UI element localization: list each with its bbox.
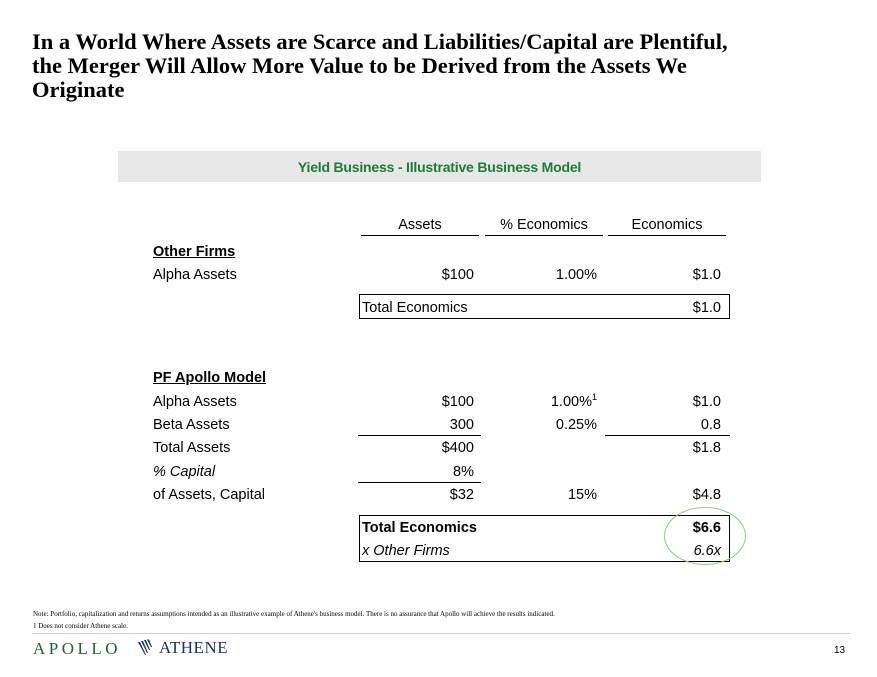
total-economics-label: Total Economics	[362, 520, 477, 536]
subtotal-line-capital	[358, 482, 481, 483]
title-line-3: Originate	[32, 77, 125, 102]
cell-assets: 8%	[453, 464, 474, 480]
band-title: Yield Business - Illustrative Business M…	[297, 158, 582, 175]
cell-pct-economics: 0.25%	[555, 417, 597, 433]
row-label-alpha-assets: Alpha Assets	[153, 267, 237, 283]
cell-assets: 300	[449, 417, 474, 433]
cell-assets: $100	[441, 394, 474, 410]
title-line-1: In a World Where Assets are Scarce and L…	[32, 29, 728, 54]
row-label-pct-capital: % Capital	[153, 464, 216, 480]
athene-logo: ATHENE	[137, 638, 228, 658]
total-economics-label: Total Economics	[362, 300, 468, 316]
row-label-total-assets: Total Assets	[153, 440, 231, 456]
column-header-economics: Economics	[608, 216, 726, 236]
page-number: 13	[834, 645, 846, 656]
footer-divider	[32, 633, 850, 634]
cell-assets: $32	[449, 487, 474, 503]
footnote-text: 1 Does not consider Athene scale.	[33, 622, 128, 630]
cell-economics: $1.8	[692, 440, 721, 456]
apollo-logo: APOLLO	[33, 639, 122, 658]
cell-economics: $4.8	[692, 487, 721, 503]
row-label-beta-assets: Beta Assets	[153, 417, 230, 433]
footnote-text: Note: Portfolio, capitalization and retu…	[33, 610, 555, 618]
cell-economics: $1.0	[692, 267, 721, 283]
page-title: In a World Where Assets are Scarce and L…	[32, 30, 862, 102]
cell-pct-economics: 1.00%	[555, 267, 597, 283]
cell-pct-economics: 1.00%1	[497, 393, 597, 411]
cell-economics: $1.0	[692, 394, 721, 410]
subtotal-line-economics	[605, 435, 730, 436]
section-heading-pf-apollo: PF Apollo Model	[153, 370, 267, 386]
pct-value: 1.00%	[550, 394, 592, 410]
cell-pct-economics: 15%	[567, 487, 597, 503]
cell-assets: $100	[441, 267, 474, 283]
multiple-label: x Other Firms	[362, 543, 450, 559]
subtotal-line-assets	[358, 435, 481, 436]
athene-wordmark: ATHENE	[159, 638, 229, 657]
footnote-marker: 1	[591, 392, 597, 402]
column-header-pct-economics: % Economics	[485, 216, 603, 236]
cell-economics: 0.8	[700, 417, 721, 433]
title-line-2: the Merger Will Allow More Value to be D…	[32, 53, 687, 78]
total-economics-value: $1.0	[692, 300, 721, 316]
section-band: Yield Business - Illustrative Business M…	[118, 151, 761, 182]
total-economics-box	[359, 294, 730, 319]
column-header-assets: Assets	[361, 216, 479, 236]
athene-wing-icon	[138, 639, 152, 655]
row-label-capital: of Assets, Capital	[153, 487, 266, 503]
row-label-alpha-assets: Alpha Assets	[153, 394, 237, 410]
section-heading-other-firms: Other Firms	[153, 244, 236, 260]
highlight-circle	[664, 507, 746, 565]
cell-assets: $400	[441, 440, 474, 456]
